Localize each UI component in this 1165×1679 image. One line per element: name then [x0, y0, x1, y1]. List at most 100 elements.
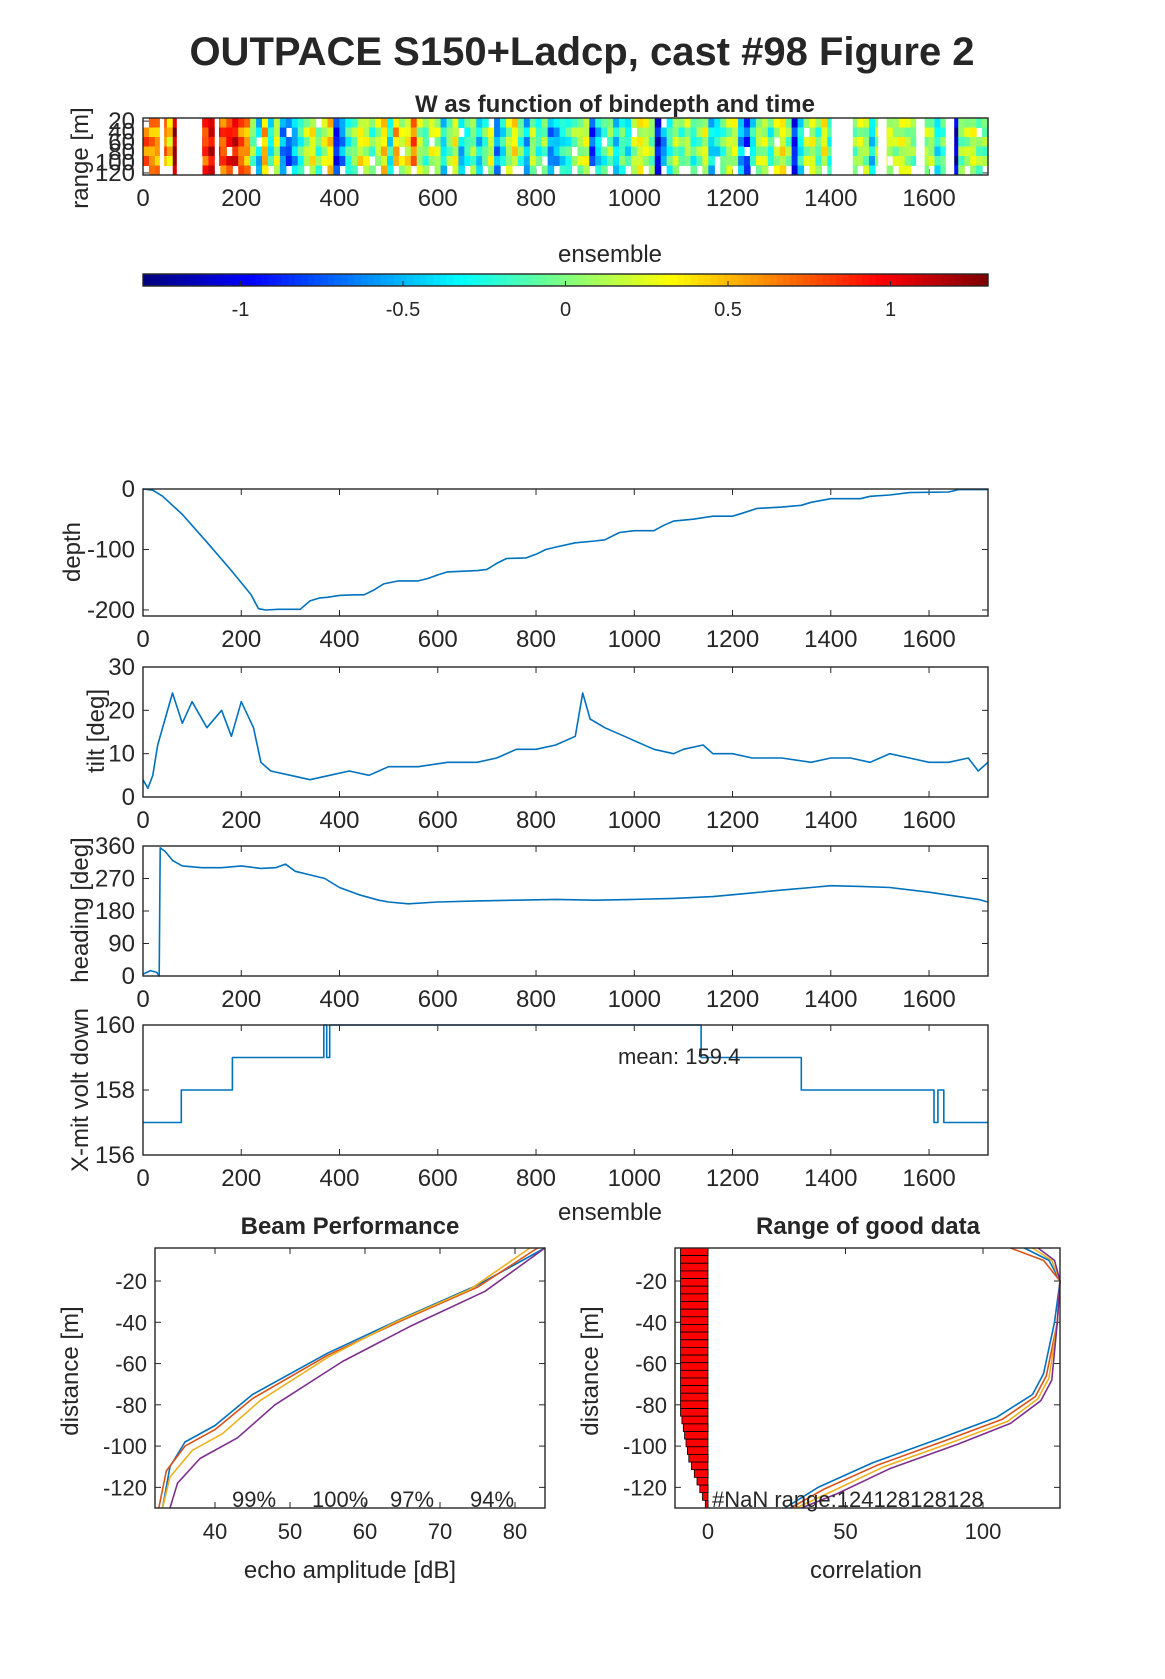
w-image-cell [863, 146, 870, 157]
w-image-cell [892, 146, 900, 157]
w-image-cell [470, 127, 477, 138]
w-image-cell [726, 118, 733, 128]
w-image-cell [779, 137, 787, 147]
w-image-cell [410, 137, 418, 147]
w-image-cell [434, 118, 442, 128]
w-image-cell [767, 137, 775, 147]
w-image-cell [327, 165, 335, 176]
w-image-cell [262, 146, 269, 157]
w-image-cell [821, 137, 828, 147]
w-image-cell [202, 137, 210, 147]
w-image-cell [440, 118, 448, 128]
w-image-cell [452, 127, 459, 138]
w-image-cell [738, 165, 745, 176]
w-image-cell [636, 146, 644, 157]
w-image-cell [202, 127, 210, 138]
w-image-cell [815, 156, 822, 166]
w-image-cell [898, 118, 906, 128]
w-image-cell [892, 137, 900, 147]
w-image-cell [940, 127, 947, 138]
colorbar-swatch [492, 274, 501, 286]
colorbar-swatch [657, 274, 666, 286]
w-image-cell [422, 146, 430, 157]
w-image-cell [958, 137, 965, 147]
w-image-xtick-label: 1600 [902, 185, 955, 212]
w-image-cell [755, 118, 763, 128]
w-image-cell [678, 146, 686, 157]
w-image-cell [172, 156, 180, 166]
w-image-cell [934, 127, 941, 138]
w-image-cell [505, 118, 513, 128]
colorbar-swatch [195, 274, 204, 286]
w-image-cell [791, 137, 799, 147]
colorbar-swatch [512, 274, 520, 286]
w-image-cell [148, 146, 156, 157]
w-image-cell [958, 127, 965, 138]
colorbar-swatch [875, 274, 883, 286]
w-image-cell [363, 156, 370, 166]
w-image-cell [404, 127, 412, 138]
colorbar-swatch [974, 274, 982, 286]
w-image-cell [642, 127, 650, 138]
w-image-cell [863, 137, 870, 147]
w-image-cell [404, 156, 412, 166]
w-image-cell [648, 165, 656, 176]
w-image-cell [339, 127, 346, 138]
colorbar-swatch [895, 274, 903, 286]
w-image-cell [648, 137, 656, 147]
w-image-cell [809, 146, 817, 157]
w-image-cell [381, 127, 388, 138]
colorbar-swatch [341, 274, 349, 286]
w-image-cell [964, 156, 971, 166]
colorbar-swatch [605, 274, 613, 286]
colorbar-swatch [334, 274, 342, 286]
w-image-cell [226, 165, 233, 176]
w-image-cell [143, 127, 150, 138]
colorbar-swatch [915, 274, 923, 286]
w-image-cell [863, 127, 870, 138]
w-image-cell [601, 165, 608, 176]
w-image-cell [511, 118, 519, 128]
colorbar-swatch [809, 274, 817, 286]
w-image-xlabel: ensemble [558, 241, 662, 268]
w-image-cell [797, 156, 805, 166]
w-image-cell [571, 137, 578, 147]
w-image-cell [613, 127, 620, 138]
w-image-cell [386, 137, 394, 147]
w-image-cell [678, 137, 686, 147]
w-image-cell [315, 127, 323, 138]
w-image-cell [303, 127, 311, 138]
w-image-cell [428, 156, 436, 166]
w-image-cell [428, 127, 436, 138]
w-image-cell [422, 118, 430, 128]
colorbar-swatch [228, 274, 237, 286]
colorbar-swatch [888, 274, 897, 286]
colorbar-swatch [763, 274, 771, 286]
w-image-cell [351, 146, 358, 157]
w-image-cell [541, 137, 549, 147]
colorbar-swatch [644, 274, 652, 286]
xmit-xtick-label: 200 [221, 1165, 261, 1192]
range-bar [684, 1431, 709, 1440]
w-image-cell [476, 127, 483, 138]
w-image-cell [827, 165, 834, 176]
w-image-cell [803, 118, 811, 128]
w-image-cell [464, 127, 471, 138]
w-image-cell [464, 146, 471, 157]
w-image-cell [285, 118, 293, 128]
w-image-cell [208, 165, 216, 176]
range-bar [680, 1270, 709, 1279]
colorbar-swatch [585, 274, 593, 286]
depth-xtick-label: 0 [136, 626, 149, 653]
w-image-cell [696, 137, 703, 147]
w-image-cell [815, 137, 822, 147]
w-image-cell [285, 146, 293, 157]
w-image-cell [666, 118, 674, 128]
w-image-cell [809, 118, 817, 128]
w-image-cell [589, 127, 596, 138]
w-image-cell [672, 146, 680, 157]
w-image-cell [976, 146, 983, 157]
w-image-cell [244, 146, 251, 157]
w-image-cell [303, 156, 311, 166]
w-image-cell [565, 146, 573, 157]
